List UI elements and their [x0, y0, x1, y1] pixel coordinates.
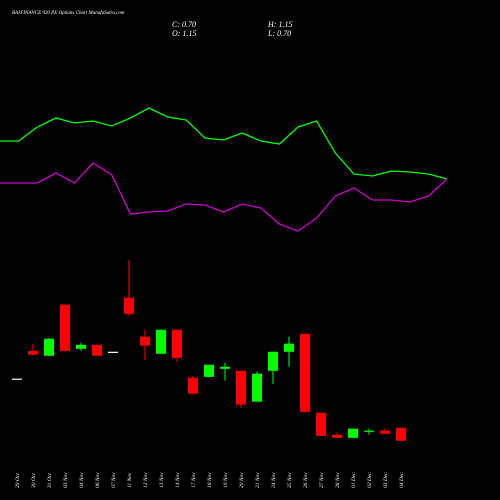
- x-tick-label: 29 Oct: [15, 473, 21, 488]
- open-label: O: 1.15: [172, 29, 196, 38]
- candle-body: [44, 338, 54, 356]
- candle-body: [140, 336, 150, 346]
- high-label: H: 1.15: [267, 20, 292, 29]
- x-tick-label: 06 Nov: [95, 472, 101, 488]
- candle-body: [284, 343, 294, 352]
- x-tick-label: 19 Nov: [223, 472, 229, 488]
- x-tick-label: 17 Nov: [191, 472, 197, 488]
- x-tick-label: 03 Dec: [383, 472, 389, 488]
- candle-body: [60, 304, 70, 351]
- candle-body: [348, 428, 358, 438]
- candle-body: [268, 351, 278, 371]
- candle-body: [156, 329, 166, 354]
- x-tick-label: 26 Nov: [303, 472, 309, 488]
- x-tick-label: 14 Nov: [174, 472, 181, 488]
- x-tick-label: 12 Nov: [143, 472, 149, 488]
- x-tick-label: 30 Oct: [31, 473, 37, 489]
- candle-body: [28, 350, 38, 355]
- candle-body: [236, 370, 246, 405]
- x-tick-label: 18 Nov: [207, 472, 213, 488]
- candle-body: [316, 412, 326, 436]
- indicator-line: [0, 162, 448, 232]
- x-tick-label: 20 Nov: [239, 472, 245, 488]
- candle-body: [380, 430, 390, 434]
- candle-body: [396, 427, 406, 441]
- candle-body: [300, 333, 310, 412]
- candle-body: [76, 344, 86, 349]
- x-tick-label: 02 Dec: [367, 472, 373, 488]
- candle-body: [220, 366, 230, 369]
- candle-body: [364, 430, 374, 432]
- x-tick-label: 28 Nov: [335, 472, 341, 488]
- candle-body: [172, 329, 182, 358]
- candle-body: [12, 378, 22, 380]
- candle-body: [92, 344, 102, 356]
- x-tick-label: 04 Nov: [78, 472, 85, 488]
- indicator-line: [0, 107, 448, 180]
- x-tick-label: 01 Dec: [351, 472, 357, 488]
- low-label: L: 0.70: [267, 29, 291, 38]
- candle-body: [204, 364, 214, 377]
- candle-body: [188, 377, 198, 394]
- x-tick-label: 13 Nov: [159, 472, 165, 488]
- candle-body: [108, 351, 118, 353]
- x-tick-label: 21 Nov: [255, 472, 261, 488]
- chart-title: BAJFINANCE 920 PE Options Chart MunafaSu…: [12, 11, 125, 16]
- x-tick-label: 31 Oct: [47, 473, 53, 489]
- x-tick-label: 27 Nov: [319, 472, 325, 488]
- x-tick-label: 04 Dec: [398, 472, 405, 488]
- close-label: C: 0.70: [172, 20, 196, 29]
- x-tick-label: 24 Nov: [270, 472, 277, 488]
- x-tick-label: 03 Nov: [63, 472, 69, 488]
- candle-body: [124, 297, 134, 314]
- x-tick-label: 11 Nov: [127, 472, 133, 488]
- x-tick-label: 07 Nov: [111, 472, 117, 488]
- candle-body: [332, 434, 342, 438]
- candle-body: [252, 373, 262, 402]
- x-tick-label: 25 Nov: [287, 472, 293, 488]
